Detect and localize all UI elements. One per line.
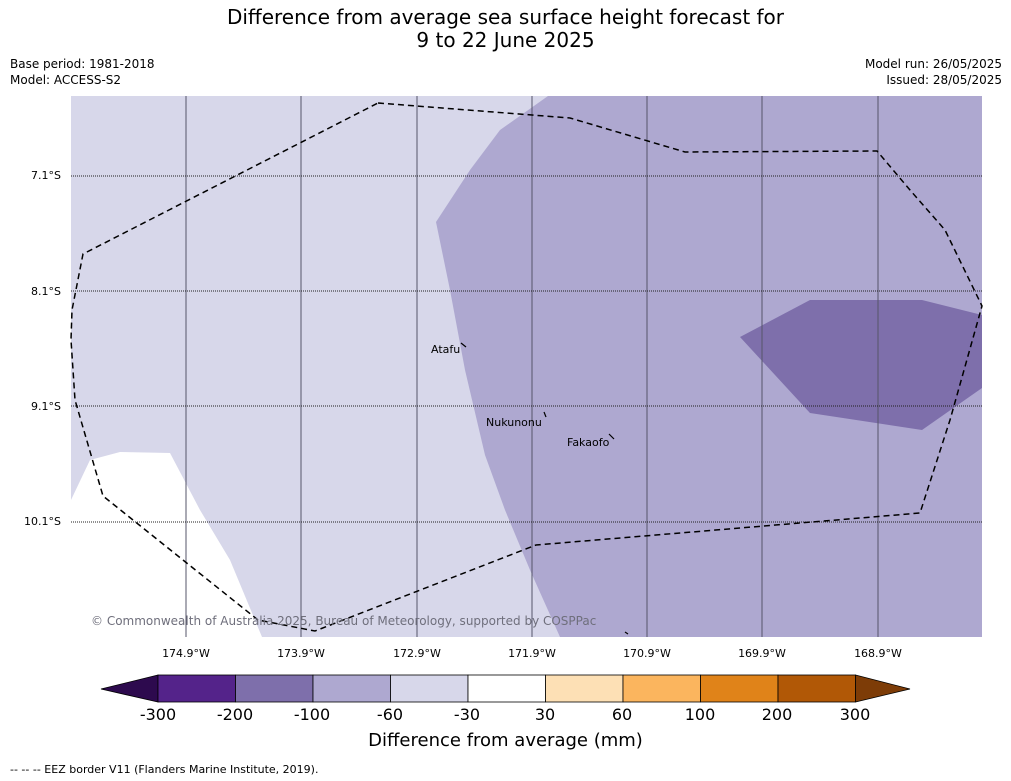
lon-label-171-9w: 171.9°W <box>508 647 556 660</box>
colorbar-label: 300 <box>839 705 871 724</box>
base-period: Base period: 1981-2018 <box>10 57 155 71</box>
colorbar-label: 60 <box>611 705 633 724</box>
colorbar-bin <box>235 674 314 703</box>
eez-border <box>70 102 983 632</box>
colorbar-bin <box>700 674 779 703</box>
colorbar-label: -100 <box>293 705 331 724</box>
place-nukunonu: Nukunonu <box>486 416 542 429</box>
model-run: Model run: 26/05/2025 <box>864 57 1002 71</box>
colorbar-bin <box>467 674 546 703</box>
colorbar-bin <box>622 674 701 703</box>
lat-label-8-1s: 8.1°S <box>31 285 61 298</box>
colorbar-bin <box>157 674 236 703</box>
anomaly-region-medium <box>436 96 982 637</box>
issued-date: Issued: 28/05/2025 <box>886 73 1002 87</box>
lat-label-10-1s: 10.1°S <box>24 515 61 528</box>
colorbar-label: -300 <box>139 705 177 724</box>
lon-label-170-9w: 170.9°W <box>623 647 671 660</box>
colorbar-bin <box>312 674 391 703</box>
colorbar-label: 200 <box>761 705 793 724</box>
lat-label-7-1s: 7.1°S <box>31 169 61 182</box>
colorbar-label: -200 <box>216 705 254 724</box>
copyright-notice: © Commonwealth of Australia 2025, Bureau… <box>91 614 597 628</box>
colorbar-bin <box>777 674 856 703</box>
colorbar <box>100 674 911 703</box>
colorbar-title: Difference from average (mm) <box>368 730 643 751</box>
place-fakaofo: Fakaofo <box>567 436 610 449</box>
island-outlines <box>460 342 629 635</box>
colorbar-label: 100 <box>684 705 716 724</box>
colorbar-bin <box>390 674 469 703</box>
lon-label-168-9w: 168.9°W <box>854 647 902 660</box>
colorbar-bin <box>545 674 624 703</box>
eez-legend-note: -- -- -- EEZ border V11 (Flanders Marine… <box>10 763 319 776</box>
colorbar-label: 30 <box>534 705 556 724</box>
lon-label-174-9w: 174.9°W <box>162 647 210 660</box>
lat-label-9-1s: 9.1°S <box>31 400 61 413</box>
colorbar-label: -60 <box>376 705 404 724</box>
meridian-lines <box>185 96 879 637</box>
colorbar-arrow-low <box>100 674 159 703</box>
colorbar-label: -30 <box>453 705 481 724</box>
colorbar-arrow-high <box>855 674 911 703</box>
model-name: Model: ACCESS-S2 <box>10 73 122 87</box>
lon-label-169-9w: 169.9°W <box>738 647 786 660</box>
anomaly-region-dark <box>740 300 982 430</box>
lon-label-173-9w: 173.9°W <box>277 647 325 660</box>
chart-title-line1: Difference from average sea surface heig… <box>226 5 785 29</box>
lon-label-172-9w: 172.9°W <box>393 647 441 660</box>
chart-title-line2: 9 to 22 June 2025 <box>416 28 595 52</box>
anomaly-region-neutral <box>71 452 262 637</box>
place-atafu: Atafu <box>431 343 461 356</box>
